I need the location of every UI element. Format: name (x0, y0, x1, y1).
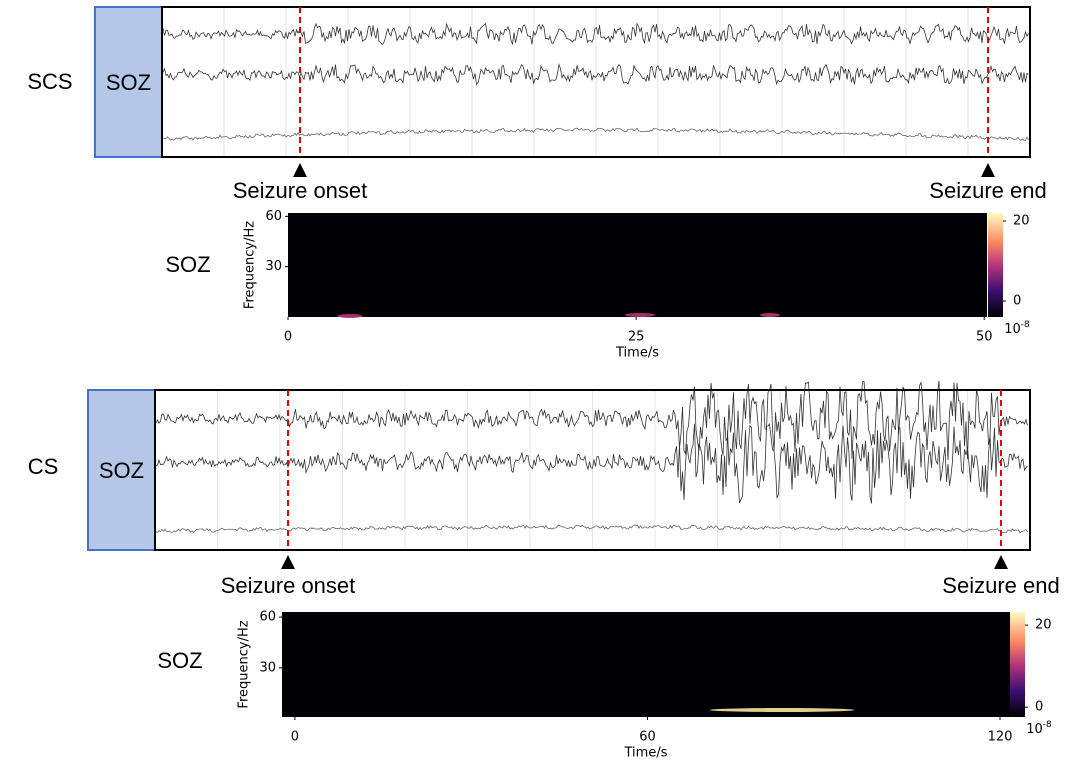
y-tick-label: 30 (265, 259, 282, 274)
seizure-label: Seizure onset (233, 178, 368, 203)
soz-box (87, 389, 156, 551)
trace-frame (161, 6, 1031, 158)
eeg-trace (162, 63, 1029, 86)
y-tick-label: 60 (259, 610, 276, 625)
arrow-head (281, 555, 295, 569)
soz-label: SOZ (106, 70, 151, 95)
unit-base: 10 (1026, 722, 1043, 737)
colorbar (988, 213, 1003, 317)
seizure-label: Seizure end (942, 573, 1059, 598)
eeg-trace (155, 380, 1028, 461)
seizure-label: Seizure onset (221, 573, 356, 598)
soz-label: SOZ (99, 458, 144, 483)
soz-box (94, 6, 163, 158)
seizure-label: Seizure end (929, 178, 1046, 203)
unit-base: 10 (1004, 322, 1021, 337)
colorbar-tick-label: 0 (1035, 700, 1043, 715)
x-axis-label: Time/s (615, 346, 659, 361)
y-tick-label: 60 (265, 209, 282, 224)
x-tick-label: 25 (628, 330, 645, 345)
spectrogram-label: SOZ (157, 648, 202, 673)
y-tick-label: 30 (259, 660, 276, 675)
unit-exponent: -8 (1021, 320, 1030, 330)
x-tick-label: 120 (988, 730, 1013, 745)
colorbar (1010, 612, 1025, 717)
eeg-trace (162, 22, 1029, 46)
eeg-trace (155, 524, 1028, 534)
panel-label: CS (28, 454, 59, 479)
x-axis-label: Time/s (624, 746, 668, 761)
arrow-head (293, 163, 307, 177)
colorbar-tick-label: 0 (1013, 294, 1021, 309)
colorbar-tick-label: 20 (1013, 214, 1030, 229)
arrow-head (994, 555, 1008, 569)
unit-exponent: -8 (1043, 720, 1052, 730)
trace-frame (154, 389, 1031, 551)
x-tick-label: 60 (639, 730, 656, 745)
power-hotspot (625, 313, 655, 317)
colorbar-unit: 10-8 (1004, 320, 1030, 337)
eeg-trace (162, 127, 1029, 141)
x-tick-label: 50 (976, 330, 993, 345)
arrow-head (981, 163, 995, 177)
colorbar-unit: 10-8 (1026, 720, 1052, 737)
power-hotspot (760, 313, 780, 317)
power-hotspot (337, 314, 363, 318)
x-tick-label: 0 (291, 730, 299, 745)
x-tick-label: 0 (284, 330, 292, 345)
spectrogram (282, 612, 1010, 717)
panel-label: SCS (27, 69, 72, 94)
colorbar-tick-label: 20 (1035, 618, 1052, 633)
power-hotspot (709, 708, 855, 712)
y-axis-label: Frequency/Hz (237, 620, 252, 708)
spectrogram (288, 213, 987, 317)
y-axis-label: Frequency/Hz (243, 221, 258, 309)
spectrogram-label: SOZ (165, 252, 210, 277)
eeg-trace (155, 422, 1028, 504)
